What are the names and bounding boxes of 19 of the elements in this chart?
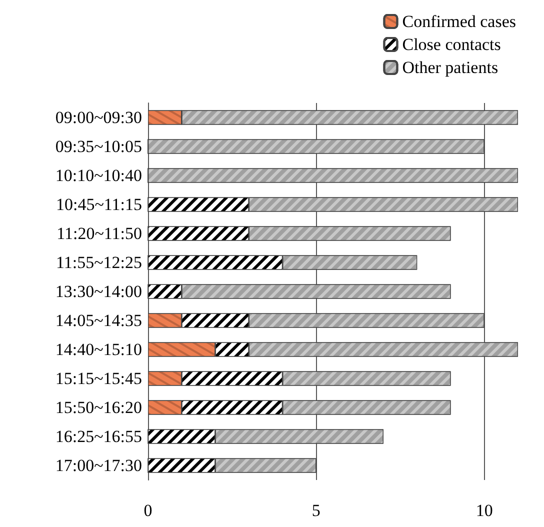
x-tick-label: 5 xyxy=(312,501,320,520)
y-tick-label: 14:05~14:35 xyxy=(55,311,142,330)
y-tick-label: 16:25~16:55 xyxy=(55,427,142,446)
y-tick-label: 10:45~11:15 xyxy=(56,195,142,214)
y-tick-label: 15:15~15:45 xyxy=(55,369,142,388)
y-tick-label: 11:55~12:25 xyxy=(56,253,142,272)
y-tick-label: 10:10~10:40 xyxy=(55,166,142,185)
x-tick-label: 10 xyxy=(476,501,493,520)
y-tick-label: 09:00~09:30 xyxy=(55,108,142,127)
legend-label: Other patients xyxy=(402,58,498,77)
y-tick-label: 11:20~11:50 xyxy=(56,224,142,243)
legend-label: Confirmed cases xyxy=(402,12,516,31)
x-tick-label: 0 xyxy=(144,501,152,520)
y-tick-label: 13:30~14:00 xyxy=(55,282,142,301)
y-tick-label: 17:00~17:30 xyxy=(55,456,142,475)
y-tick-label: 15:50~16:20 xyxy=(55,398,142,417)
legend-label: Close contacts xyxy=(402,35,501,54)
y-tick-label: 09:35~10:05 xyxy=(55,137,142,156)
y-tick-label: 14:40~15:10 xyxy=(55,340,142,359)
